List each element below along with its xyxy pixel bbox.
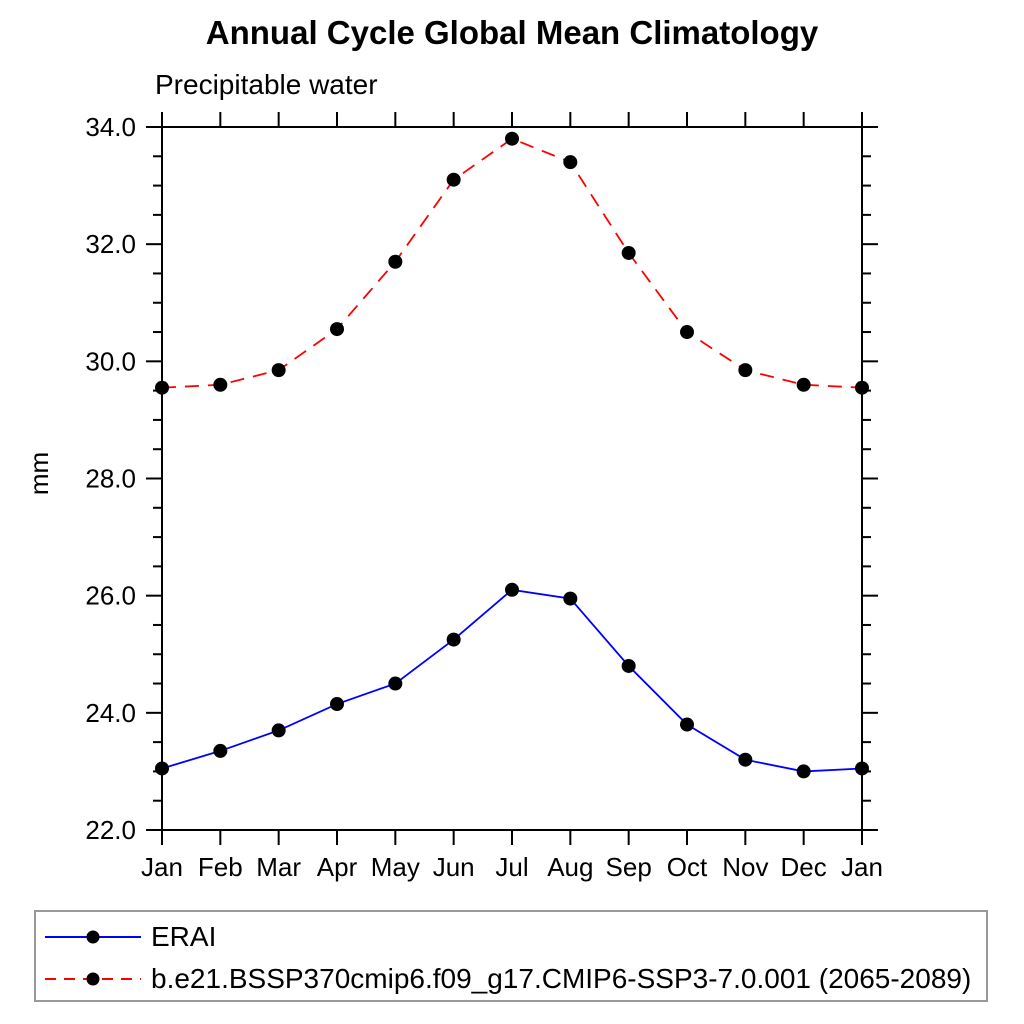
plot-border <box>161 126 863 831</box>
legend-line-sample-dashed <box>45 972 141 986</box>
y-axis-tick-label: 26.0 <box>85 581 136 611</box>
x-axis-tick-label: May <box>371 852 420 882</box>
x-axis-tick-label: Jan <box>841 852 883 882</box>
data-point-marker <box>796 377 811 392</box>
data-point-marker <box>855 761 869 776</box>
y-axis-tick-label: 28.0 <box>85 464 136 494</box>
y-axis-tick-label: 30.0 <box>85 346 136 376</box>
x-axis-tick-label: Jul <box>495 852 528 882</box>
data-point-marker <box>505 131 519 146</box>
legend-label-model: b.e21.BSSP370cmip6.f09_g17.CMIP6-SSP3-7.… <box>151 963 972 994</box>
legend-entry-erai: ERAI <box>42 921 216 953</box>
data-point-marker <box>855 380 869 395</box>
legend-label-erai: ERAI <box>151 921 217 952</box>
plot-area: 22.0 24.0 26.0 28.0 30.0 32.0 34.0 Jan Feb Mar Apr… <box>85 112 883 882</box>
legend-line-sample-solid <box>45 930 141 944</box>
y-axis-tick-label: 22.0 <box>85 815 136 845</box>
data-point-marker <box>680 325 694 340</box>
x-axis-tick-label: Oct <box>667 852 708 882</box>
chart-title: Annual Cycle Global Mean Climatology <box>205 14 819 51</box>
legend-marker-dot <box>86 972 100 986</box>
x-axis-tick-label: Feb <box>198 852 243 882</box>
data-point-marker <box>563 591 578 606</box>
legend-marker-dot <box>86 930 100 944</box>
data-point-marker <box>446 172 461 187</box>
data-point-marker <box>330 697 344 712</box>
data-point-marker <box>271 363 286 378</box>
data-point-marker <box>505 582 519 597</box>
legend-box: ERAI b.e21.BSSP370cmip6.f09_g17.CMIP6-SS… <box>34 910 988 1002</box>
x-axis-tick-label: Nov <box>722 852 768 882</box>
data-point-marker <box>388 676 403 691</box>
legend-entry-model: b.e21.BSSP370cmip6.f09_g17.CMIP6-SSP3-7.… <box>42 963 971 995</box>
series-line-0 <box>161 588 863 773</box>
data-point-marker <box>680 717 694 732</box>
data-point-marker <box>213 743 228 758</box>
data-point-marker <box>621 658 636 673</box>
x-axis-tick-label: Apr <box>317 852 358 882</box>
data-point-marker <box>796 764 811 779</box>
y-axis-tick-label: 34.0 <box>85 112 136 142</box>
data-point-marker <box>330 322 344 337</box>
data-point-marker <box>271 723 286 738</box>
data-point-marker <box>738 752 753 767</box>
data-point-marker <box>563 155 578 170</box>
data-point-marker <box>388 254 403 269</box>
data-point-marker <box>738 363 753 378</box>
chart-subtitle: Precipitable water <box>155 69 378 100</box>
data-point-marker <box>621 245 636 260</box>
x-axis-tick-label: Aug <box>547 852 593 882</box>
y-axis-tick-label: 32.0 <box>85 229 136 259</box>
data-point-marker <box>155 761 169 776</box>
x-axis-tick-label: Mar <box>256 852 301 882</box>
x-axis-tick-label: Dec <box>781 852 827 882</box>
y-axis-tick-label: 24.0 <box>85 698 136 728</box>
series-line-1 <box>161 137 863 389</box>
x-axis-tick-label: Jun <box>433 852 475 882</box>
x-axis-tick-label: Jan <box>141 852 183 882</box>
x-axis-tick-label: Sep <box>606 852 652 882</box>
data-point-marker <box>213 377 228 392</box>
data-point-marker <box>155 380 169 395</box>
data-point-marker <box>446 632 461 647</box>
